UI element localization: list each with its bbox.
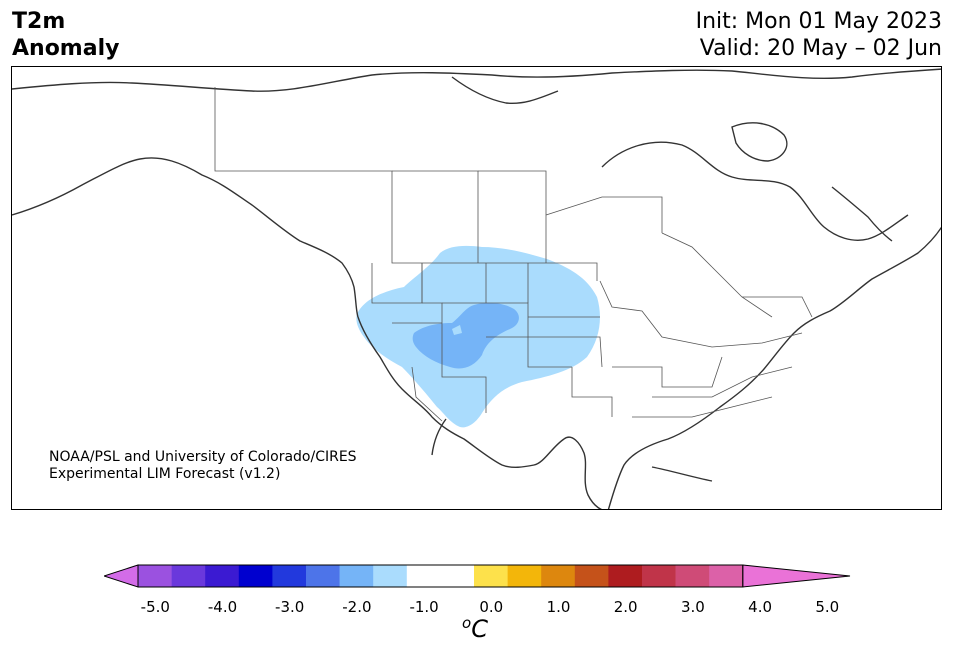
init-date: Init: Mon 01 May 2023	[695, 9, 942, 34]
credit-text: NOAA/PSL and University of Colorado/CIRE…	[49, 449, 357, 483]
colorbar-cells	[104, 564, 851, 588]
colorbar-cell	[541, 565, 576, 587]
colorbar-tick-label: 4.0	[748, 598, 773, 616]
colorbar-cell	[306, 565, 340, 587]
colorbar-cell	[205, 565, 240, 587]
colorbar-cell	[138, 565, 172, 587]
colorbar-cell	[171, 565, 206, 587]
colorbar-tick-label: -4.0	[207, 598, 238, 616]
colorbar-cell	[406, 565, 441, 587]
credit-line-1: NOAA/PSL and University of Colorado/CIRE…	[49, 449, 357, 465]
colorbar-cell	[675, 565, 710, 587]
colorbar-cell	[373, 565, 408, 587]
date-info: Init: Mon 01 May 2023 Valid: 20 May – 02…	[696, 8, 942, 62]
colorbar-cell	[440, 565, 475, 587]
colorbar-cell	[339, 565, 374, 587]
colorbar-extend-max	[742, 564, 851, 588]
colorbar-extend-min	[104, 564, 139, 588]
units-label: oC	[462, 614, 488, 643]
colorbar-tick-label: 1.0	[546, 598, 571, 616]
colorbar-tick-label: -1.0	[409, 598, 439, 616]
credit-line-2: Experimental LIM Forecast (v1.2)	[49, 466, 281, 482]
anomaly-region-dark	[412, 302, 519, 369]
coastlines	[12, 68, 941, 509]
colorbar-cell	[272, 565, 307, 587]
colorbar-tick-label: 0.0	[479, 598, 504, 616]
colorbar-tick-label: 2.0	[613, 598, 638, 616]
colorbar-cell	[642, 565, 676, 587]
map-title: T2m Anomaly	[12, 8, 119, 62]
map-canvas	[12, 68, 941, 509]
colorbar-tick-label: 3.0	[680, 598, 705, 616]
political-borders	[214, 87, 813, 422]
colorbar-cell	[507, 565, 542, 587]
colorbar-outline	[137, 564, 744, 588]
anomaly-region-hole	[452, 325, 462, 335]
colorbar-tick-label: -3.0	[275, 598, 305, 616]
valid-date: Valid: 20 May – 02 Jun	[699, 36, 942, 61]
colorbar-cell	[608, 565, 643, 587]
colorbar-tick-label: -2.0	[342, 598, 372, 616]
colorbar	[104, 564, 851, 588]
colorbar-cell	[474, 565, 508, 587]
field-label: Anomaly	[12, 36, 120, 61]
colorbar-cell	[574, 565, 609, 587]
colorbar-cell	[709, 565, 744, 587]
map-panel	[11, 66, 942, 510]
colorbar-cell	[238, 565, 273, 587]
colorbar-tick-label: 5.0	[815, 598, 840, 616]
variable-label: T2m	[12, 9, 66, 34]
colorbar-tick-label: -5.0	[140, 598, 170, 616]
